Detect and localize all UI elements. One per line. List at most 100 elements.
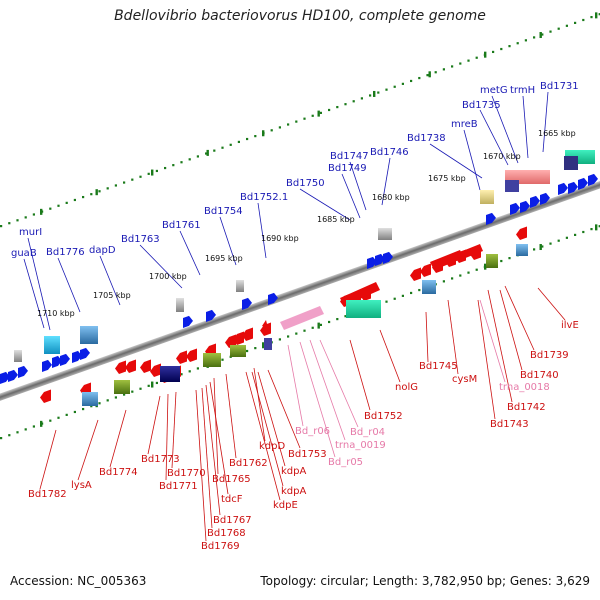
tick-dot: [205, 152, 208, 155]
gene-label[interactable]: Bd1747: [330, 151, 369, 162]
tick-dot: [311, 114, 314, 117]
tick-major: [484, 51, 487, 58]
rna-label[interactable]: Bd_r06: [295, 426, 330, 437]
gene-label[interactable]: trmH: [510, 85, 535, 96]
gene-label[interactable]: Bd1776: [46, 247, 85, 258]
gene-label[interactable]: tdcF: [221, 494, 243, 505]
gene-arrow: [262, 320, 268, 328]
gene-arrow: [0, 371, 10, 384]
gene-label[interactable]: Bd1769: [201, 541, 240, 552]
gene-label[interactable]: lysA: [71, 480, 92, 491]
gene-label[interactable]: Bd1774: [99, 467, 138, 478]
tick-dot: [57, 204, 60, 207]
gene-label[interactable]: Bd1761: [162, 220, 201, 231]
leader-line: [499, 289, 523, 371]
rna-label[interactable]: trna_0018: [499, 382, 550, 393]
gene-label[interactable]: Bd1750: [286, 178, 325, 189]
tick-dot: [434, 71, 437, 74]
gene-label[interactable]: Bd1768: [207, 528, 246, 539]
tick-major: [317, 110, 320, 117]
gene-label[interactable]: kdpA: [281, 466, 306, 477]
gene-label[interactable]: Bd1745: [419, 361, 458, 372]
gene-label[interactable]: Bd1738: [407, 133, 446, 144]
tick-dot: [49, 207, 52, 210]
tick-dot: [328, 108, 331, 112]
top-gene-labels: Bd1731 trmH metG Bd1735 mreB Bd1738 Bd17…: [11, 81, 579, 259]
gene-label[interactable]: Bd1735: [462, 100, 501, 111]
gene-label[interactable]: murI: [19, 227, 42, 238]
gene-arrow: [183, 315, 193, 328]
tick-dot: [98, 190, 101, 193]
tick-dot: [147, 384, 150, 387]
gene-label[interactable]: cysM: [452, 374, 477, 385]
tick-dot: [393, 85, 396, 88]
leader-line: [179, 230, 201, 276]
gene-label[interactable]: Bd1742: [507, 402, 546, 413]
domain-box: [176, 298, 184, 312]
tick-dot: [147, 172, 150, 175]
tick-dot: [549, 242, 552, 245]
tick-dot: [139, 387, 142, 390]
tick-dot: [90, 405, 93, 408]
tick-dot: [82, 407, 85, 411]
gene-label[interactable]: ilvE: [561, 320, 579, 331]
gene-label[interactable]: Bd1770: [167, 468, 206, 479]
leader-line: [487, 289, 513, 403]
tick-dot: [123, 181, 126, 184]
gene-label[interactable]: guaB: [11, 248, 37, 259]
gene-label[interactable]: mreB: [451, 119, 478, 130]
gene-arrow: [520, 200, 530, 213]
tick-dot: [442, 68, 445, 71]
gene-label[interactable]: nolG: [395, 382, 418, 393]
rna-label[interactable]: Bd_r05: [328, 457, 363, 468]
domain-box: [44, 336, 60, 354]
domain-box: [422, 280, 436, 294]
gene-label[interactable]: Bd1752: [364, 411, 403, 422]
gene-label[interactable]: Bd1731: [540, 81, 579, 92]
rna-label[interactable]: trna_0019: [335, 440, 386, 451]
tick-dot: [557, 239, 560, 242]
domain-box: [236, 280, 244, 292]
gene-label[interactable]: metG: [480, 85, 508, 96]
tick-dot: [557, 27, 560, 30]
tick-major: [539, 244, 542, 251]
gene-label[interactable]: kdpE: [273, 500, 298, 511]
gene-label[interactable]: kdpD: [259, 441, 285, 452]
tick-major: [262, 342, 265, 349]
gene-label[interactable]: Bd1762: [229, 458, 268, 469]
tick-major: [151, 381, 154, 388]
gene-label[interactable]: Bd1763: [121, 234, 160, 245]
gene-label[interactable]: Bd1746: [370, 147, 409, 158]
gene-label[interactable]: Bd1782: [28, 489, 67, 500]
gene-label[interactable]: Bd1743: [490, 419, 529, 430]
tick-major: [95, 189, 98, 196]
tick-dot: [451, 277, 454, 280]
tick-dot: [213, 149, 216, 152]
tick-dot: [524, 39, 527, 42]
genome-summary-text: Topology: circular; Length: 3,782,950 bp…: [260, 574, 590, 588]
gene-label[interactable]: Bd1739: [530, 350, 569, 361]
gene-label[interactable]: Bd1773: [141, 454, 180, 465]
gene-arrow: [80, 347, 90, 360]
gene-label[interactable]: Bd1749: [328, 163, 367, 174]
leader-line: [205, 384, 221, 516]
tick-dot: [541, 33, 544, 36]
tick-dot: [311, 326, 314, 329]
gene-label[interactable]: dapD: [89, 245, 116, 256]
tick-dot: [49, 419, 52, 422]
gene-label[interactable]: Bd1753: [288, 449, 327, 460]
tick-dot: [328, 320, 331, 324]
gene-label[interactable]: Bd1765: [212, 474, 251, 485]
leader-line: [341, 173, 361, 219]
tick-dot: [106, 399, 109, 402]
tick-dot: [237, 140, 240, 144]
gene-label[interactable]: Bd1754: [204, 206, 243, 217]
gene-label[interactable]: Bd1771: [159, 481, 198, 492]
tick-dot: [295, 120, 298, 123]
leader-line: [257, 202, 267, 259]
gene-label[interactable]: Bd1740: [520, 370, 559, 381]
gene-label[interactable]: kdpA: [281, 486, 306, 497]
gene-label[interactable]: Bd1767: [213, 515, 252, 526]
rna-label[interactable]: Bd_r04: [350, 427, 385, 438]
gene-label[interactable]: Bd1752.1: [240, 192, 288, 203]
